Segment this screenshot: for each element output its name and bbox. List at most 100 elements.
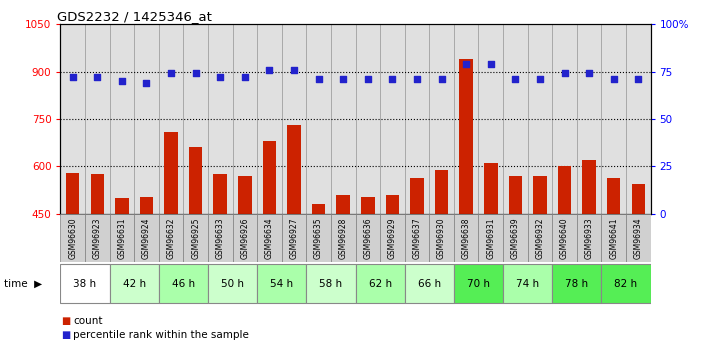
Bar: [159, 24, 183, 214]
Text: 58 h: 58 h: [319, 279, 343, 289]
Text: GSM96639: GSM96639: [510, 218, 520, 259]
Text: GSM96634: GSM96634: [265, 218, 274, 259]
Text: GSM96636: GSM96636: [363, 218, 373, 259]
Bar: [508, 176, 522, 214]
Bar: [257, 24, 282, 214]
Bar: [626, 214, 651, 262]
Bar: [208, 214, 232, 262]
Text: 82 h: 82 h: [614, 279, 638, 289]
Bar: [429, 214, 454, 262]
Bar: [528, 214, 552, 262]
Bar: [528, 24, 552, 214]
Bar: [533, 176, 547, 214]
Bar: [405, 214, 429, 262]
Bar: [140, 197, 154, 214]
Text: 62 h: 62 h: [368, 279, 392, 289]
Point: [411, 77, 422, 82]
Bar: [361, 197, 375, 214]
Point: [166, 71, 177, 76]
Bar: [262, 141, 276, 214]
Bar: [380, 24, 405, 214]
Bar: [282, 24, 306, 214]
Bar: [60, 214, 85, 262]
Bar: [626, 24, 651, 214]
Bar: [213, 174, 227, 214]
Bar: [479, 214, 503, 262]
Bar: [380, 214, 405, 262]
Text: GSM96925: GSM96925: [191, 218, 201, 259]
Point: [239, 75, 250, 80]
Bar: [109, 24, 134, 214]
Bar: [356, 24, 380, 214]
Bar: [306, 214, 331, 262]
Bar: [232, 24, 257, 214]
Bar: [454, 24, 479, 214]
Point: [436, 77, 447, 82]
Point: [510, 77, 521, 82]
Bar: [257, 214, 282, 262]
Bar: [60, 24, 85, 214]
Bar: [479, 24, 503, 214]
Text: GSM96640: GSM96640: [560, 218, 569, 259]
Bar: [60, 264, 109, 303]
Text: 54 h: 54 h: [270, 279, 294, 289]
Point: [485, 61, 496, 67]
Bar: [602, 24, 626, 214]
Bar: [602, 214, 626, 262]
Bar: [208, 24, 232, 214]
Bar: [232, 214, 257, 262]
Text: 74 h: 74 h: [516, 279, 539, 289]
Bar: [164, 132, 178, 214]
Bar: [552, 214, 577, 262]
Bar: [85, 214, 109, 262]
Point: [633, 77, 644, 82]
Text: GSM96930: GSM96930: [437, 218, 446, 259]
Text: ■: ■: [61, 330, 70, 339]
Bar: [429, 24, 454, 214]
Text: 70 h: 70 h: [467, 279, 490, 289]
Point: [387, 77, 398, 82]
Bar: [331, 214, 356, 262]
Text: GSM96933: GSM96933: [584, 218, 594, 259]
Text: GSM96924: GSM96924: [142, 218, 151, 259]
Text: 78 h: 78 h: [565, 279, 589, 289]
Text: GSM96928: GSM96928: [338, 218, 348, 259]
Bar: [602, 264, 651, 303]
Bar: [306, 264, 356, 303]
Text: GSM96931: GSM96931: [486, 218, 496, 259]
Bar: [356, 264, 405, 303]
Point: [559, 71, 570, 76]
Bar: [503, 24, 528, 214]
Text: GDS2232 / 1425346_at: GDS2232 / 1425346_at: [58, 10, 213, 23]
Text: GSM96929: GSM96929: [388, 218, 397, 259]
Bar: [90, 174, 104, 214]
Bar: [405, 24, 429, 214]
Text: percentile rank within the sample: percentile rank within the sample: [73, 330, 249, 339]
Text: 66 h: 66 h: [417, 279, 441, 289]
Bar: [552, 24, 577, 214]
Bar: [134, 24, 159, 214]
Bar: [331, 24, 356, 214]
Text: GSM96638: GSM96638: [461, 218, 471, 259]
Point: [362, 77, 373, 82]
Bar: [109, 214, 134, 262]
Bar: [503, 264, 552, 303]
Bar: [115, 198, 129, 214]
Bar: [109, 264, 159, 303]
Text: 38 h: 38 h: [73, 279, 97, 289]
Bar: [134, 214, 159, 262]
Bar: [385, 195, 399, 214]
Text: 50 h: 50 h: [221, 279, 244, 289]
Text: GSM96637: GSM96637: [412, 218, 422, 259]
Point: [608, 77, 619, 82]
Bar: [282, 214, 306, 262]
Bar: [85, 24, 109, 214]
Text: GSM96641: GSM96641: [609, 218, 618, 259]
Bar: [336, 195, 350, 214]
Bar: [405, 264, 454, 303]
Bar: [454, 214, 479, 262]
Bar: [577, 214, 602, 262]
Text: GSM96635: GSM96635: [314, 218, 323, 259]
Point: [92, 75, 103, 80]
Bar: [208, 264, 257, 303]
